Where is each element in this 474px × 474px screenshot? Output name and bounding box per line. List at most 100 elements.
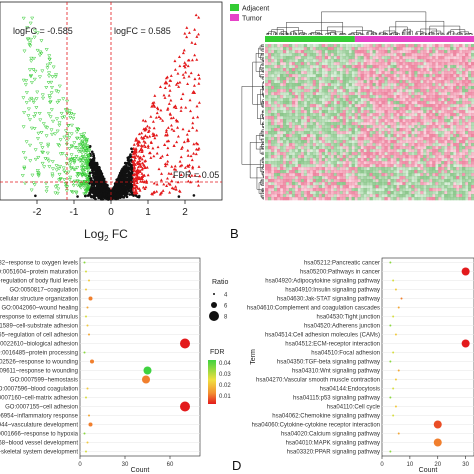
heatmap-cell bbox=[372, 59, 376, 63]
heatmap-cell bbox=[405, 56, 409, 60]
volcano-point-down bbox=[27, 98, 33, 103]
heatmap-cell bbox=[414, 122, 418, 126]
heatmap-cell bbox=[453, 53, 457, 57]
heatmap-cell bbox=[267, 53, 272, 57]
volcano-point-down bbox=[29, 126, 34, 131]
heatmap-cell bbox=[432, 143, 436, 147]
heatmap-cell bbox=[265, 134, 269, 138]
heatmap-cell bbox=[423, 59, 427, 63]
heatmap-cell bbox=[303, 65, 308, 69]
heatmap-cell bbox=[282, 59, 287, 63]
heatmap-cell bbox=[324, 62, 328, 66]
volcano-point-ns bbox=[125, 190, 128, 194]
volcano-point-ns bbox=[97, 165, 101, 169]
heatmap-cell bbox=[390, 68, 394, 72]
heatmap-cell bbox=[405, 119, 409, 123]
heatmap-cell bbox=[279, 86, 284, 90]
heatmap-cell bbox=[468, 113, 472, 117]
heatmap-cell bbox=[384, 104, 388, 108]
dendrogram-branch bbox=[415, 32, 419, 35]
dendrogram-branch bbox=[262, 109, 264, 113]
heatmap-cell bbox=[462, 140, 466, 144]
heatmap-cell bbox=[384, 74, 388, 78]
dendrogram-branch bbox=[262, 134, 264, 137]
heatmap-cell bbox=[426, 59, 430, 63]
volcano-point-ns bbox=[94, 175, 97, 178]
heatmap-cell bbox=[372, 80, 376, 84]
volcano-point-up bbox=[176, 71, 180, 75]
heatmap-cell bbox=[405, 44, 409, 48]
dendrogram-branch bbox=[266, 33, 269, 35]
volcano-point-up bbox=[172, 105, 176, 109]
heatmap-cell bbox=[420, 122, 424, 126]
volcano-point-up bbox=[178, 159, 182, 163]
volcano-point-up bbox=[136, 167, 140, 171]
volcano-point-up bbox=[184, 70, 188, 74]
volcano-point-up bbox=[163, 164, 167, 168]
heatmap-cell bbox=[318, 83, 323, 87]
volcano-point-up bbox=[153, 105, 157, 108]
heatmap-cell bbox=[399, 86, 403, 90]
heatmap-cell bbox=[279, 50, 284, 54]
dendrogram-branch bbox=[261, 146, 264, 150]
heatmap-cell bbox=[345, 53, 349, 57]
heatmap-cell bbox=[333, 110, 337, 114]
heatmap-cell bbox=[336, 44, 340, 48]
heatmap-cell bbox=[309, 98, 314, 102]
heatmap-cell bbox=[393, 77, 397, 81]
heatmap-cell bbox=[267, 77, 272, 81]
heatmap-cell bbox=[447, 110, 451, 114]
heatmap-cell bbox=[285, 92, 290, 96]
heatmap-cell bbox=[435, 107, 439, 111]
heatmap-cell bbox=[303, 116, 308, 120]
heatmap-cell bbox=[417, 119, 421, 123]
heatmap-cell bbox=[471, 92, 474, 96]
volcano-point-down bbox=[24, 140, 29, 144]
heatmap-cell bbox=[265, 140, 269, 144]
heatmap-cell bbox=[300, 95, 305, 99]
heatmap-cell bbox=[417, 92, 421, 96]
heatmap-cell bbox=[327, 95, 331, 99]
heatmap-cell bbox=[468, 104, 472, 108]
heatmap-cell bbox=[369, 98, 373, 102]
heatmap-cell bbox=[357, 110, 361, 114]
volcano-point-down bbox=[28, 74, 34, 78]
heatmap-cell bbox=[285, 110, 290, 114]
heatmap-cell bbox=[447, 104, 451, 108]
heatmap-cell bbox=[360, 95, 364, 99]
volcano-point-up bbox=[140, 167, 144, 171]
heatmap-cell bbox=[294, 140, 299, 144]
heatmap-cell bbox=[432, 107, 436, 111]
heatmap-cell bbox=[282, 65, 287, 69]
heatmap-cell bbox=[411, 89, 415, 93]
heatmap-cell bbox=[297, 104, 302, 108]
heatmap-cell bbox=[273, 68, 278, 72]
dendrogram-branch bbox=[311, 32, 320, 35]
heatmap-cell bbox=[276, 110, 281, 114]
heatmap-cell bbox=[312, 71, 317, 75]
heatmap-cell bbox=[471, 125, 474, 129]
dendrogram-branch bbox=[407, 31, 411, 35]
heatmap-cell bbox=[435, 65, 439, 69]
heatmap-cell bbox=[435, 59, 439, 63]
volcano-point-up bbox=[197, 76, 201, 80]
heatmap-cell bbox=[402, 56, 406, 60]
heatmap-cell bbox=[438, 131, 442, 135]
heatmap-cell bbox=[381, 128, 385, 132]
heatmap-cell bbox=[378, 44, 382, 48]
heatmap-cell bbox=[393, 59, 397, 63]
heatmap-cell bbox=[300, 47, 305, 51]
heatmap-cell bbox=[273, 53, 278, 57]
heatmap-cell bbox=[354, 74, 358, 78]
heatmap-cell bbox=[279, 137, 284, 141]
heatmap-cell bbox=[297, 77, 302, 81]
heatmap-cell bbox=[354, 53, 358, 57]
heatmap-cell bbox=[450, 86, 454, 90]
heatmap-cell bbox=[270, 68, 275, 72]
heatmap-cell bbox=[462, 137, 466, 141]
heatmap-cell bbox=[303, 83, 308, 87]
heatmap-cell bbox=[414, 80, 418, 84]
heatmap-cell bbox=[471, 62, 474, 66]
heatmap-cell bbox=[279, 128, 284, 132]
heatmap-cell bbox=[297, 125, 302, 129]
